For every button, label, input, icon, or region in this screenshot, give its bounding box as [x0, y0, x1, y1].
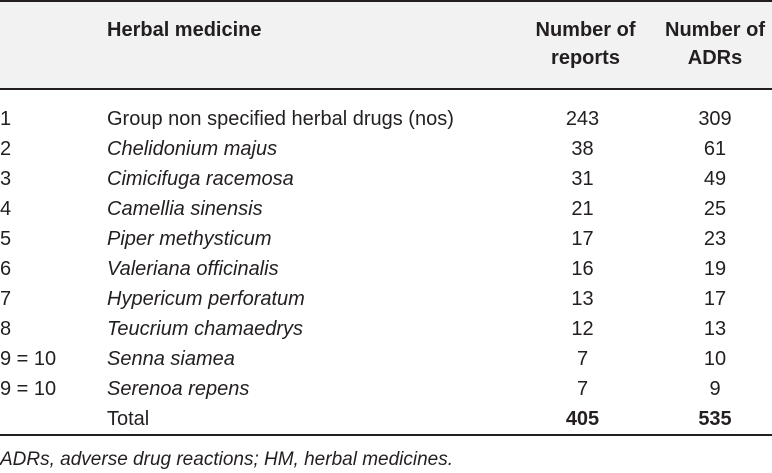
- herbal-medicine-name: Chelidonium majus: [107, 138, 278, 160]
- number-of-reports: 12: [571, 318, 594, 340]
- table-row: 1 Group non specified herbal drugs (nos) 2…: [0, 89, 772, 134]
- number-of-adrs: 13: [703, 318, 727, 340]
- number-of-adrs: 9: [709, 378, 721, 400]
- rank-cell: 9 = 10: [0, 378, 57, 400]
- herbal-medicine-name: Serenoa repens: [107, 378, 250, 400]
- header-row: Herbal medicine Number of reports Number…: [0, 0, 772, 90]
- rank-cell: 1: [0, 108, 12, 130]
- number-of-adrs: 49: [703, 168, 727, 190]
- number-of-adrs: 10: [703, 348, 727, 370]
- rank-cell: 8: [0, 318, 12, 340]
- rank-cell: 4: [0, 198, 12, 220]
- number-of-reports: 17: [571, 228, 594, 250]
- number-of-reports: 7: [576, 348, 589, 370]
- number-of-reports: 21: [571, 198, 594, 220]
- herbal-medicine-name: Hypericum perforatum: [107, 288, 305, 310]
- total-adrs: 535: [658, 404, 772, 436]
- table-row: 3 Cimicifuga racemosa 31 49: [0, 164, 772, 194]
- table-row: 9 = 10 Senna siamea 7 10: [0, 344, 772, 374]
- herbal-medicine-name: Valeriana officinalis: [107, 258, 279, 280]
- number-of-adrs: 309: [698, 108, 732, 130]
- number-of-reports: 38: [571, 138, 594, 160]
- number-of-adrs: 17: [703, 288, 727, 310]
- header-adrs-line-1: Number of: [665, 19, 765, 41]
- total-reports: 405: [513, 404, 658, 436]
- herbal-medicine-name: Cimicifuga racemosa: [107, 168, 294, 190]
- table-row: 7 Hypericum perforatum 13 17: [0, 284, 772, 314]
- header-rank: [0, 0, 107, 90]
- herbal-medicine-name: Teucrium chamaedrys: [107, 318, 304, 340]
- number-of-reports: 13: [571, 288, 594, 310]
- total-row: Total 405 535: [0, 404, 772, 436]
- number-of-reports: 243: [565, 108, 600, 130]
- herbal-medicine-name: Senna siamea: [107, 348, 235, 370]
- total-label: Total: [107, 404, 513, 436]
- number-of-reports: 31: [571, 168, 594, 190]
- herbal-medicine-table: Herbal medicine Number of reports Number…: [0, 0, 772, 436]
- table-row: 4 Camellia sinensis 21 25: [0, 194, 772, 224]
- header-number-of-reports: Number of reports: [513, 0, 658, 90]
- table-row: 6 Valeriana officinalis 16 19: [0, 254, 772, 284]
- rank-cell: 6: [0, 258, 12, 280]
- table-body: 1 Group non specified herbal drugs (nos) 2…: [0, 89, 772, 436]
- rank-cell: 7: [0, 288, 12, 310]
- table-row: 5 Piper methysticum 17 23: [0, 224, 772, 254]
- header-adrs-line-2: ADRs: [687, 47, 743, 69]
- table-row: 9 = 10 Serenoa repens 7 9: [0, 374, 772, 404]
- number-of-reports: 7: [576, 378, 589, 400]
- herbal-medicine-name: Piper methysticum: [107, 228, 272, 250]
- table-row: 8 Teucrium chamaedrys 12 13: [0, 314, 772, 344]
- number-of-adrs: 25: [703, 198, 727, 220]
- header-herbal-medicine: Herbal medicine: [107, 0, 513, 90]
- rank-cell: 5: [0, 228, 12, 250]
- herbal-medicine-name: Camellia sinensis: [107, 198, 263, 220]
- herbal-medicine-name: Group non specified herbal drugs (nos): [107, 108, 454, 130]
- rank-cell: 3: [0, 168, 12, 190]
- number-of-adrs: 23: [703, 228, 727, 250]
- header-reports-line-2: reports: [551, 47, 620, 69]
- header-reports-line-1: Number of: [535, 19, 636, 41]
- rank-cell: 2: [0, 138, 12, 160]
- herbal-medicine-table-container: Herbal medicine Number of reports Number…: [0, 0, 772, 436]
- number-of-adrs: 61: [703, 138, 727, 160]
- table-footnote: ADRs, adverse drug reactions; HM, herbal…: [0, 449, 454, 470]
- table-row: 2 Chelidonium majus 38 61: [0, 134, 772, 164]
- header-number-of-adrs: Number of ADRs: [658, 0, 772, 90]
- number-of-reports: 16: [571, 258, 594, 280]
- rank-cell: 9 = 10: [0, 348, 57, 370]
- total-rank-cell: [0, 404, 107, 436]
- table-header: Herbal medicine Number of reports Number…: [0, 0, 772, 90]
- number-of-adrs: 19: [703, 258, 727, 280]
